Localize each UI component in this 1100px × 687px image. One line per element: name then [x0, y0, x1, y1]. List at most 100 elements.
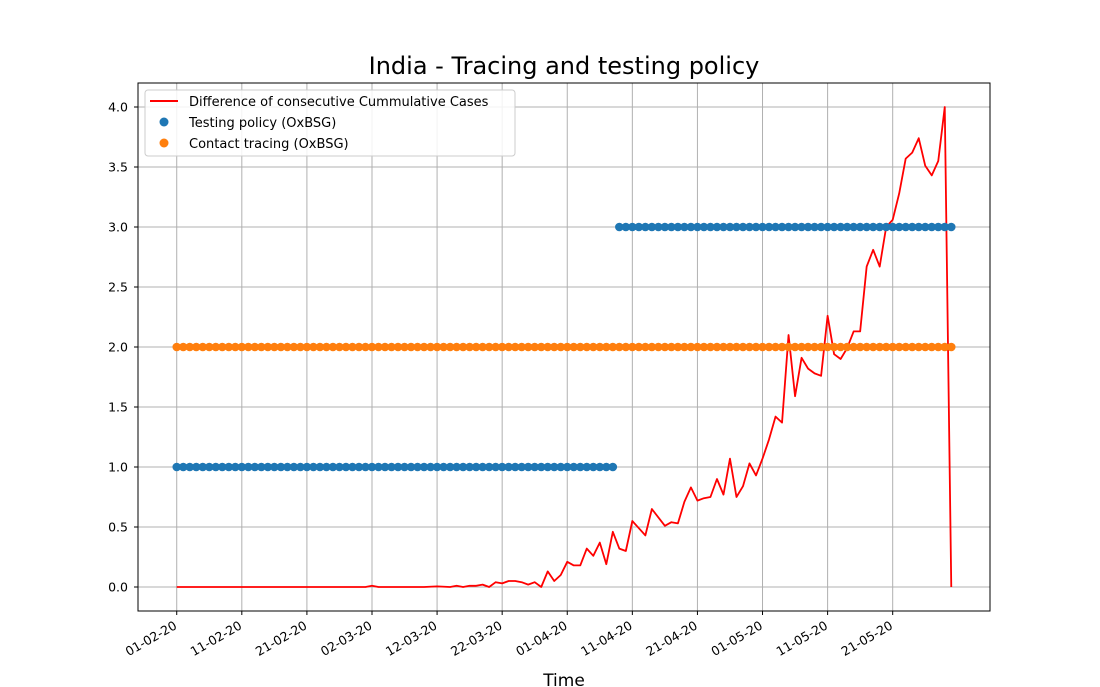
contact-tracing-point [933, 342, 943, 352]
testing-policy-point [738, 222, 748, 232]
contact-tracing-point [484, 342, 494, 352]
x-tick-label: 22-03-20 [448, 618, 505, 659]
contact-tracing-point [426, 342, 435, 352]
testing-policy-point [231, 462, 240, 472]
testing-policy-point [309, 462, 318, 472]
testing-policy-point [758, 222, 767, 232]
contact-tracing-point [888, 342, 897, 352]
x-tick-label: 21-02-20 [253, 618, 310, 659]
testing-policy-point [341, 462, 351, 472]
testing-policy-point [172, 462, 182, 472]
testing-policy-point [881, 222, 891, 232]
testing-policy-point [914, 222, 924, 232]
testing-policy-point [452, 462, 461, 472]
plot-data [172, 106, 956, 588]
testing-policy-point [946, 222, 956, 232]
x-tick-label: 11-02-20 [188, 618, 245, 659]
testing-policy-point [628, 222, 637, 232]
testing-policy-point [562, 462, 572, 472]
testing-policy-point [283, 462, 292, 472]
contact-tracing-point [875, 342, 884, 352]
contact-tracing-point [758, 342, 767, 352]
testing-policy-point [387, 462, 396, 472]
x-tick-label: 02-03-20 [318, 618, 375, 659]
testing-policy-point [178, 462, 188, 472]
contact-tracing-point [191, 342, 201, 352]
contact-tracing-point [237, 342, 247, 352]
testing-policy-point [940, 222, 950, 232]
testing-policy-point [471, 462, 481, 472]
legend-marker-tracing [159, 138, 169, 148]
testing-policy-point [191, 462, 201, 472]
contact-tracing-point [836, 342, 845, 352]
contact-tracing-point [790, 342, 800, 352]
contact-tracing-point [719, 342, 728, 352]
contact-tracing-point [608, 342, 618, 352]
contact-tracing-point [361, 342, 370, 352]
testing-policy-point [393, 462, 403, 472]
contact-tracing-point [387, 342, 396, 352]
contact-tracing-point [263, 342, 273, 352]
contact-tracing-point [849, 342, 858, 352]
contact-tracing-point [706, 342, 715, 352]
testing-policy-point [745, 222, 754, 232]
testing-policy-point [497, 462, 507, 472]
contact-tracing-point [244, 342, 253, 352]
testing-policy-point [263, 462, 273, 472]
contact-tracing-point [946, 342, 956, 352]
contact-tracing-point [217, 342, 227, 352]
contact-tracing-point [621, 342, 631, 352]
testing-policy-point [315, 462, 325, 472]
legend-label-cases: Difference of consecutive Cummulative Ca… [189, 95, 489, 110]
testing-policy-point [536, 462, 546, 472]
testing-policy-point [204, 462, 214, 472]
testing-policy-point [725, 222, 735, 232]
contact-tracing-point [738, 342, 748, 352]
testing-policy-point [816, 222, 826, 232]
contact-tracing-point [328, 342, 338, 352]
testing-policy-point [823, 222, 832, 232]
testing-policy-point [647, 222, 657, 232]
testing-policy-point [621, 222, 631, 232]
contact-tracing-point [940, 342, 950, 352]
testing-policy-point [777, 222, 787, 232]
contact-tracing-point [413, 342, 422, 352]
testing-policy-point [634, 222, 644, 232]
contact-tracing-point [588, 342, 598, 352]
contact-tracing-point [335, 342, 344, 352]
contact-tracing-point [634, 342, 644, 352]
testing-policy-point [810, 222, 819, 232]
testing-policy-point [257, 462, 266, 472]
contact-tracing-point [315, 342, 325, 352]
testing-policy-point [868, 222, 878, 232]
contact-tracing-point [628, 342, 637, 352]
contact-tracing-point [276, 342, 286, 352]
contact-tracing-point [523, 342, 533, 352]
testing-policy-point [797, 222, 806, 232]
contact-tracing-point [556, 342, 566, 352]
contact-tracing-point [178, 342, 188, 352]
testing-policy-point [855, 222, 865, 232]
contact-tracing-point [283, 342, 292, 352]
contact-tracing-point [693, 342, 702, 352]
contact-tracing-point [367, 342, 377, 352]
contact-tracing-point [445, 342, 455, 352]
y-tick-label: 3.0 [108, 220, 128, 235]
contact-tracing-point [204, 342, 214, 352]
contact-tracing-point [862, 342, 871, 352]
contact-tracing-point [497, 342, 507, 352]
contact-tracing-point [686, 342, 696, 352]
testing-policy-point [888, 222, 897, 232]
contact-tracing-point [439, 342, 448, 352]
contact-tracing-point [419, 342, 429, 352]
testing-policy-point [211, 462, 221, 472]
testing-policy-point [361, 462, 370, 472]
contact-tracing-point [901, 342, 911, 352]
testing-policy-point [732, 222, 741, 232]
testing-policy-point [933, 222, 943, 232]
contact-tracing-point [667, 342, 676, 352]
testing-policy-point [784, 222, 793, 232]
legend-label-testing: Testing policy (OxBSG) [188, 116, 336, 131]
testing-policy-point [276, 462, 286, 472]
legend-marker-testing [159, 117, 169, 127]
